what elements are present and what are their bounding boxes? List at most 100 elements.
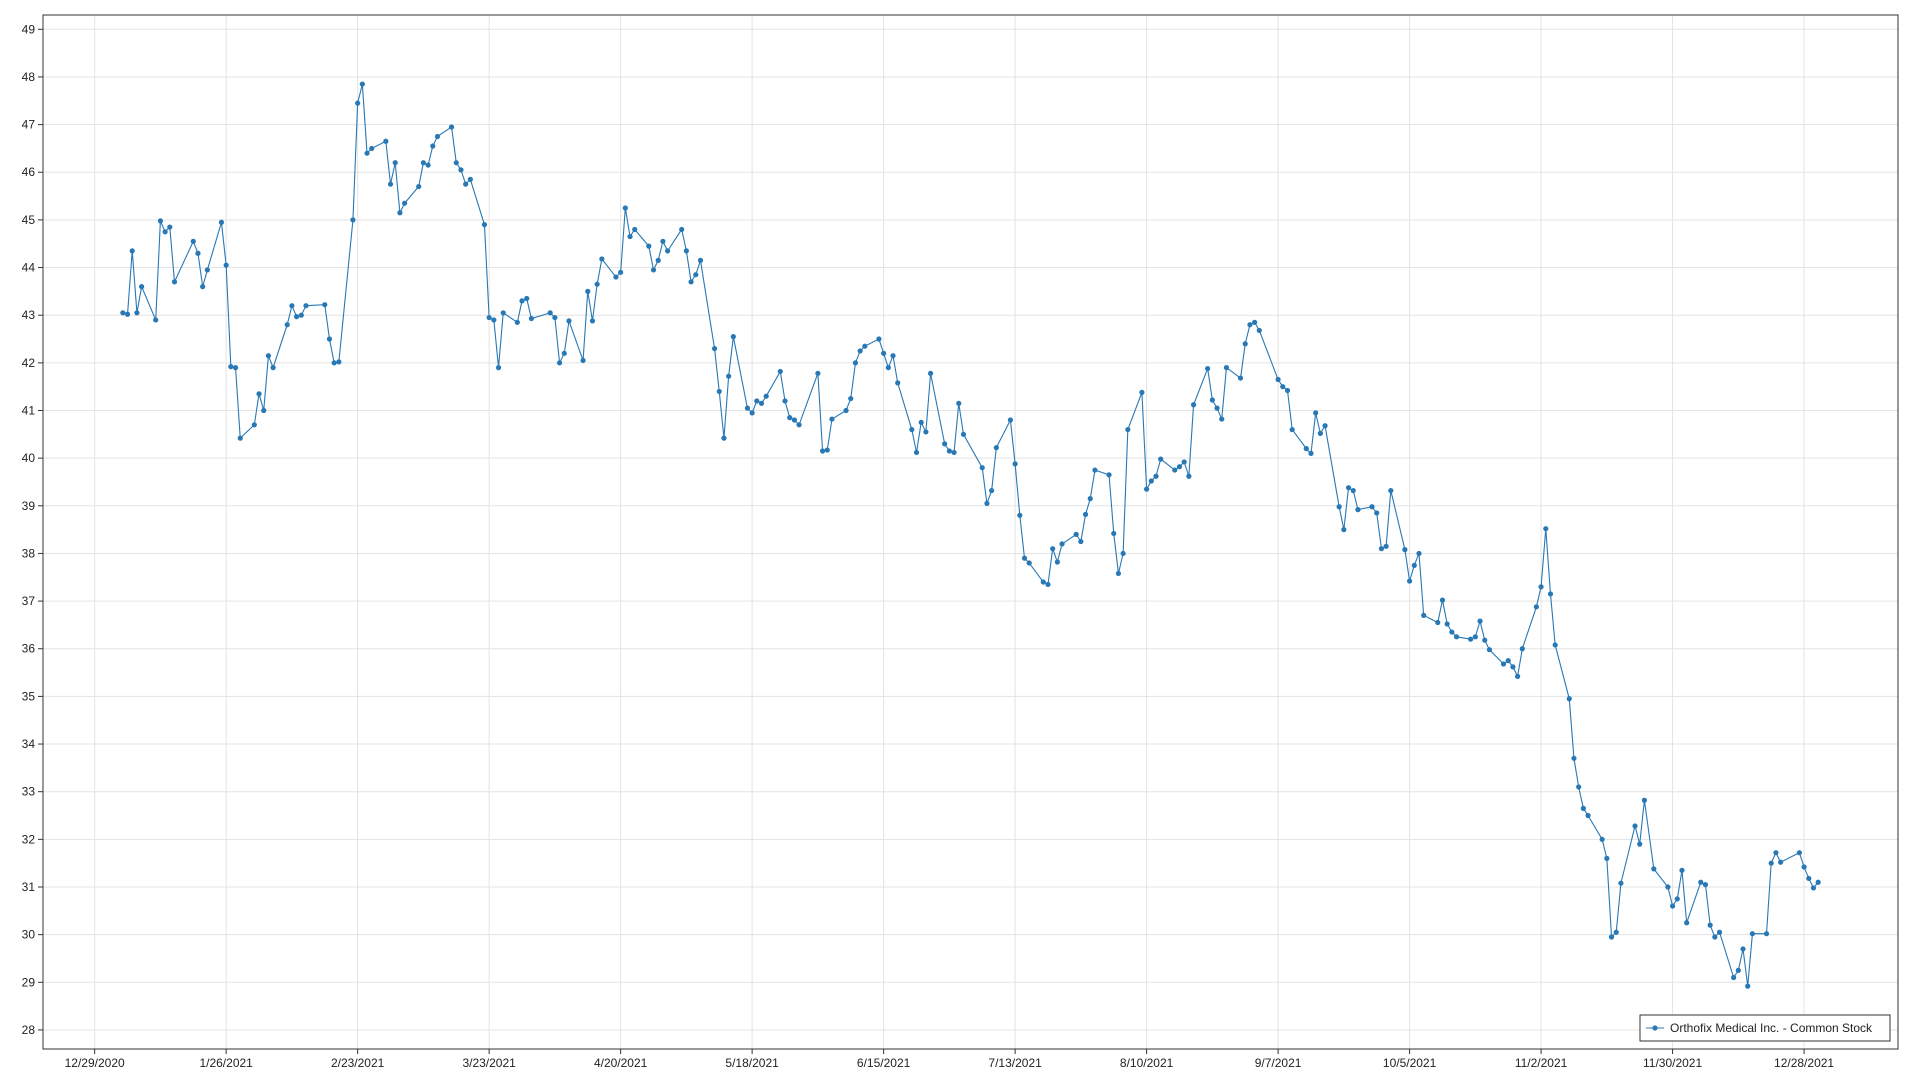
data-point (754, 398, 760, 404)
data-point (289, 303, 295, 309)
data-point (270, 365, 276, 371)
data-point (613, 274, 619, 280)
data-point (1341, 527, 1347, 533)
data-point (326, 336, 333, 342)
data-point (1350, 487, 1356, 494)
data-point (1698, 879, 1704, 885)
data-point (547, 310, 553, 316)
data-point (909, 426, 915, 433)
y-tick-label: 28 (22, 1023, 36, 1037)
data-point (1402, 547, 1408, 553)
data-point (655, 257, 661, 263)
data-point (1538, 584, 1544, 590)
y-tick-label: 31 (22, 880, 36, 894)
data-point (1406, 578, 1413, 584)
data-point (843, 407, 849, 414)
data-point (261, 407, 267, 414)
data-point (1284, 387, 1291, 394)
data-point (960, 431, 967, 437)
data-point (1369, 504, 1375, 510)
data-point (1566, 696, 1572, 702)
data-point (890, 353, 896, 359)
data-point (416, 183, 422, 190)
data-point (1017, 512, 1023, 518)
data-point (1468, 636, 1474, 642)
data-point (1486, 647, 1493, 653)
data-point (1547, 591, 1554, 597)
data-point (561, 350, 567, 356)
data-point (632, 226, 638, 233)
x-tick-label: 10/5/2021 (1383, 1056, 1437, 1070)
data-point (1815, 879, 1821, 885)
x-tick-label: 11/30/2021 (1643, 1056, 1702, 1070)
data-point (1613, 929, 1619, 935)
data-point (1712, 934, 1718, 940)
data-point (200, 284, 206, 290)
data-point (1073, 531, 1079, 537)
data-point (1608, 934, 1615, 940)
data-point (683, 248, 689, 254)
data-point (1716, 929, 1723, 935)
data-point (514, 319, 520, 325)
data-point (1580, 805, 1586, 811)
data-point (1482, 637, 1488, 643)
data-point (1651, 866, 1657, 872)
data-point (1275, 376, 1281, 383)
data-point (1054, 559, 1060, 565)
data-point (1021, 555, 1028, 561)
data-point (1190, 402, 1197, 408)
data-point (1777, 859, 1784, 865)
data-point (1637, 841, 1643, 847)
data-point (876, 336, 882, 342)
plot-frame (42, 14, 1899, 1050)
data-point (585, 288, 591, 294)
data-point (989, 487, 995, 494)
data-point (627, 233, 633, 240)
data-point (167, 224, 173, 230)
data-point (228, 364, 234, 370)
y-tick-label: 49 (22, 22, 36, 36)
data-point (993, 445, 999, 451)
x-tick-label: 12/28/2021 (1774, 1056, 1834, 1070)
data-point (923, 429, 929, 435)
data-point (1209, 397, 1215, 403)
data-point (556, 360, 563, 366)
data-point (1500, 661, 1507, 667)
data-point (232, 365, 239, 371)
y-tick-label: 35 (22, 689, 36, 703)
data-point (1519, 646, 1525, 652)
data-point (791, 417, 797, 423)
data-point (1317, 430, 1323, 436)
data-point (862, 343, 868, 349)
data-point (1223, 365, 1230, 371)
data-point (1247, 322, 1253, 328)
data-point (885, 365, 891, 371)
data-point (364, 150, 370, 156)
data-point (204, 267, 210, 273)
data-point (711, 345, 718, 352)
data-point (1378, 546, 1385, 552)
data-point (946, 448, 952, 454)
data-point (359, 81, 365, 87)
data-point (852, 360, 859, 366)
data-point (599, 256, 605, 262)
data-point (519, 298, 525, 304)
x-tick-label: 8/10/2021 (1120, 1056, 1174, 1070)
y-tick-label: 37 (22, 594, 36, 608)
legend-label: Orthofix Medical Inc. - Common Stock (1670, 1021, 1873, 1035)
data-point (1242, 341, 1248, 347)
data-point (1632, 823, 1638, 829)
data-point (265, 353, 272, 359)
data-point (1773, 850, 1779, 856)
data-point (383, 138, 389, 144)
data-point (190, 238, 196, 244)
data-point (1679, 867, 1685, 873)
y-tick-label: 38 (22, 546, 36, 560)
data-point (1144, 486, 1150, 492)
data-point (796, 422, 802, 428)
y-tick-label: 40 (22, 451, 36, 465)
data-point (1411, 562, 1417, 568)
data-point (819, 448, 826, 454)
legend-swatch-point (1652, 1025, 1658, 1031)
data-point (1515, 673, 1521, 679)
